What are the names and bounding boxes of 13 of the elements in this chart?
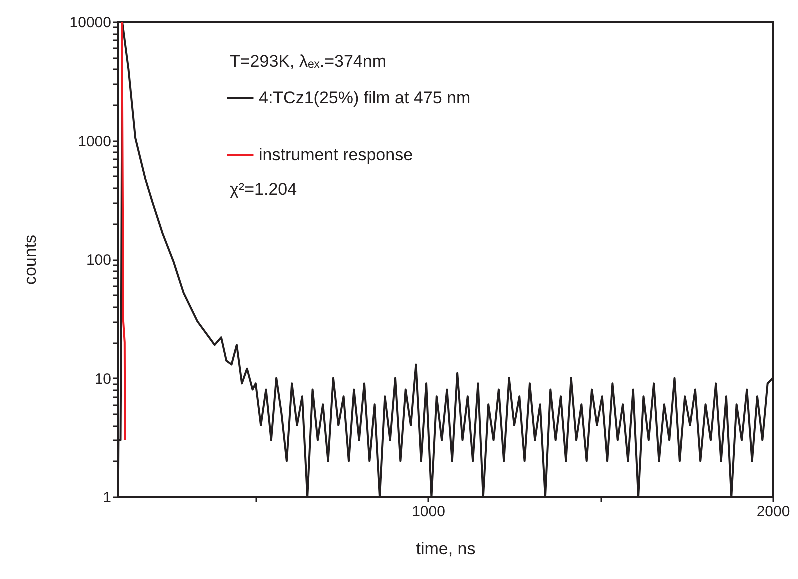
annotation: χ²=1.204 [230,180,298,199]
y-tick-label: 10000 [70,14,112,32]
legend-label: instrument response [259,146,414,164]
y-tick-label: 100 [86,252,112,269]
annotation: T=293K, λₑₓ.=374nm [230,52,386,71]
x-tick-label: 2000 [756,504,790,520]
y-tick-label: 1000 [78,133,112,150]
y-tick-label: 1 [103,490,112,506]
line-series [121,22,126,442]
legend-label: 4:TCz1(25%) film at 475 nm [259,88,471,108]
y-axis-title: counts [20,234,40,286]
y-tick-label: 10 [94,370,112,388]
x-axis-title: time, ns [416,540,476,558]
